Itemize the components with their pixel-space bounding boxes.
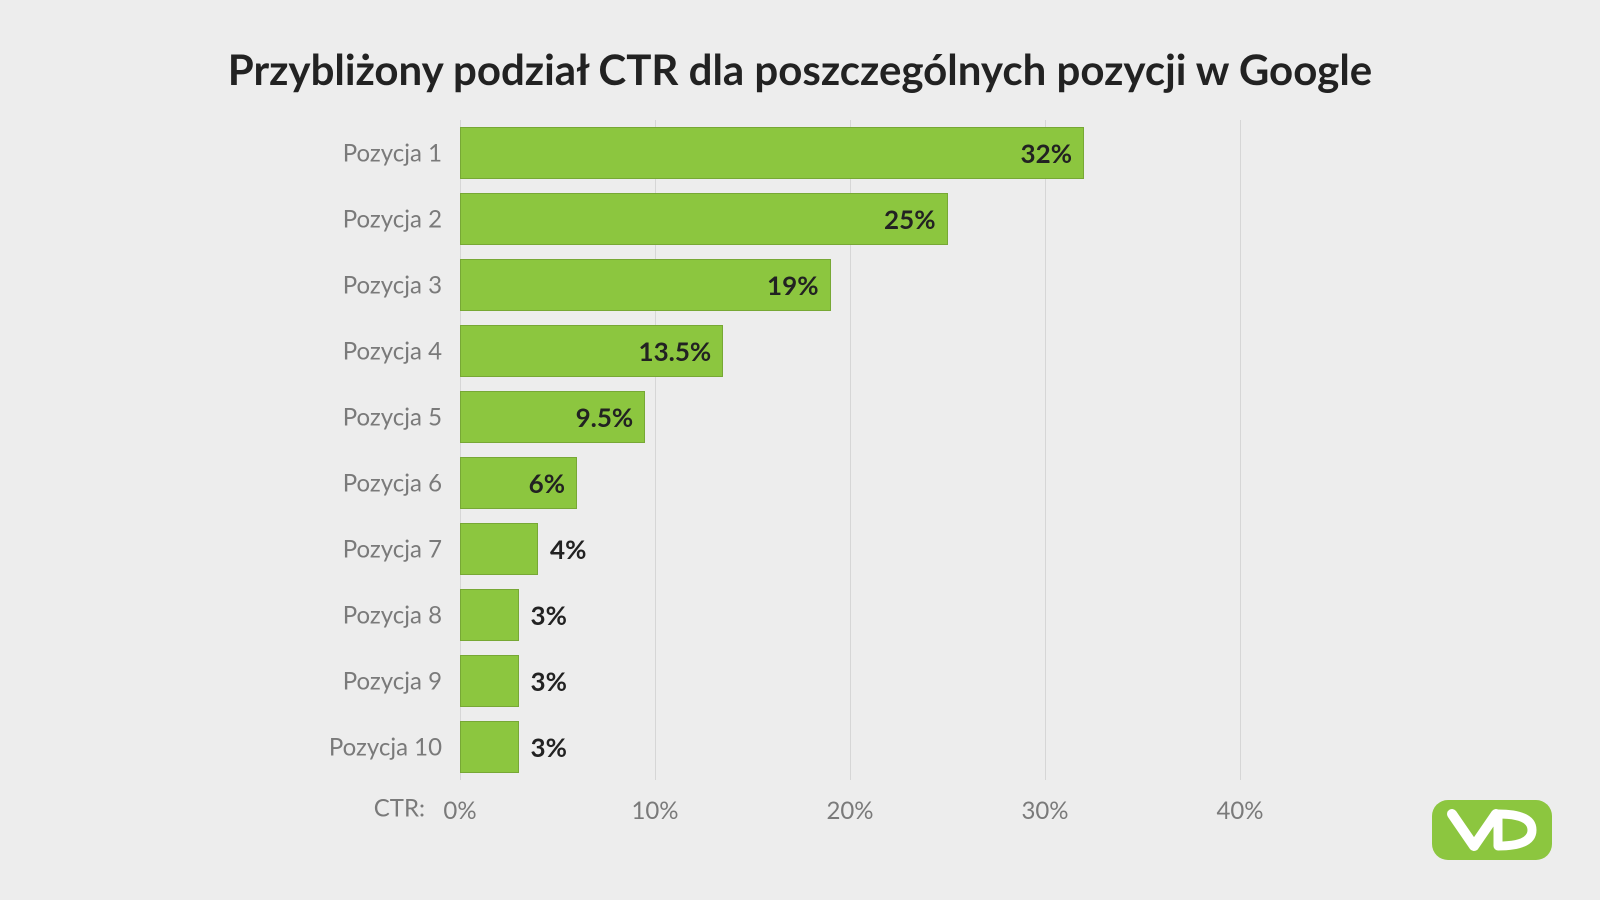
y-category-label: Pozycja 4	[343, 336, 460, 365]
bar	[460, 523, 538, 576]
bar	[460, 655, 519, 708]
bar-row: Pozycja 103%	[460, 721, 1240, 774]
bar-row: Pozycja 83%	[460, 589, 1240, 642]
bar-value-label: 19%	[767, 269, 818, 301]
x-gridline	[1240, 120, 1241, 780]
x-tick-label: 30%	[1021, 796, 1068, 825]
bar-value-label: 3%	[531, 731, 567, 763]
y-category-label: Pozycja 2	[343, 204, 460, 233]
bar-row: Pozycja 319%	[460, 259, 1240, 312]
y-category-label: Pozycja 1	[343, 138, 460, 167]
y-category-label: Pozycja 6	[343, 468, 460, 497]
ctr-bar-chart: 0%10%20%30%40%CTR:Pozycja 132%Pozycja 22…	[460, 120, 1240, 780]
y-category-label: Pozycja 3	[343, 270, 460, 299]
chart-title: Przybliżony podział CTR dla poszczególny…	[0, 44, 1600, 94]
bar-value-label: 6%	[529, 467, 565, 499]
bar	[460, 193, 948, 246]
bar-row: Pozycja 413.5%	[460, 325, 1240, 378]
brand-logo	[1432, 800, 1552, 864]
y-category-label: Pozycja 9	[343, 666, 460, 695]
bar-row: Pozycja 74%	[460, 523, 1240, 576]
bar-value-label: 25%	[884, 203, 935, 235]
x-tick-label: 0%	[443, 796, 476, 825]
bar-value-label: 3%	[531, 665, 567, 697]
y-category-label: Pozycja 7	[343, 534, 460, 563]
plot-area: 0%10%20%30%40%CTR:Pozycja 132%Pozycja 22…	[460, 120, 1240, 780]
x-tick-label: 20%	[826, 796, 873, 825]
bar-row: Pozycja 59.5%	[460, 391, 1240, 444]
bar-value-label: 4%	[550, 533, 586, 565]
bar	[460, 589, 519, 642]
x-tick-label: 10%	[631, 796, 678, 825]
bar-value-label: 9.5%	[576, 401, 634, 433]
bar-value-label: 32%	[1021, 137, 1072, 169]
brand-logo-icon	[1432, 800, 1552, 860]
bar-value-label: 13.5%	[639, 335, 712, 367]
y-category-label: Pozycja 8	[343, 600, 460, 629]
y-category-label: Pozycja 5	[343, 402, 460, 431]
bar-row: Pozycja 132%	[460, 127, 1240, 180]
y-category-label: Pozycja 10	[329, 732, 460, 761]
bar-row: Pozycja 225%	[460, 193, 1240, 246]
bar-row: Pozycja 66%	[460, 457, 1240, 510]
bar	[460, 127, 1084, 180]
bar-row: Pozycja 93%	[460, 655, 1240, 708]
bar	[460, 721, 519, 774]
x-tick-label: 40%	[1216, 796, 1263, 825]
bar-value-label: 3%	[531, 599, 567, 631]
x-axis-title: CTR:	[374, 794, 425, 823]
